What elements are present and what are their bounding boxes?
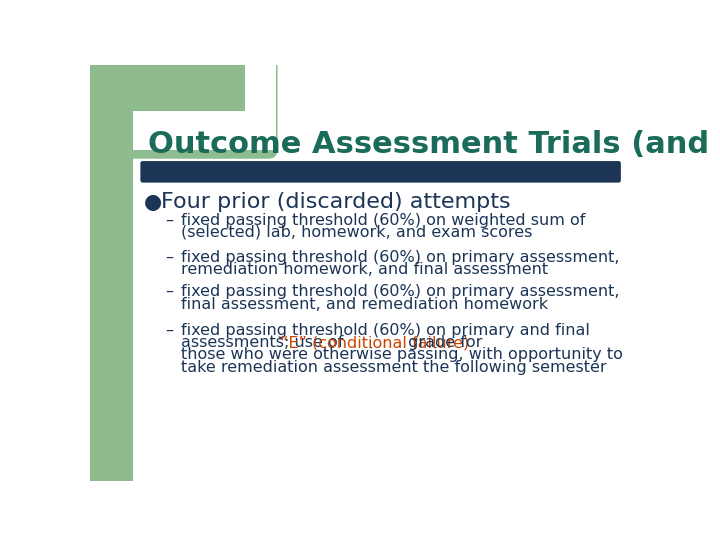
- Text: fixed passing threshold (60%) on weighted sum of: fixed passing threshold (60%) on weighte…: [181, 213, 586, 228]
- Text: fixed passing threshold (60%) on primary assessment,: fixed passing threshold (60%) on primary…: [181, 249, 620, 265]
- Bar: [132, 111, 276, 150]
- Text: final assessment, and remediation homework: final assessment, and remediation homewo…: [181, 296, 549, 312]
- Text: –: –: [165, 284, 174, 299]
- Text: grade for: grade for: [403, 335, 482, 350]
- Text: assessments; use of: assessments; use of: [181, 335, 349, 350]
- Text: those who were otherwise passing, with opportunity to: those who were otherwise passing, with o…: [181, 347, 624, 362]
- Text: Four prior (discarded) attempts: Four prior (discarded) attempts: [161, 192, 511, 212]
- Text: –: –: [165, 323, 174, 338]
- Text: take remediation assessment the following semester: take remediation assessment the followin…: [181, 360, 607, 375]
- Bar: [90, 65, 132, 481]
- Text: fixed passing threshold (60%) on primary assessment,: fixed passing threshold (60%) on primary…: [181, 284, 620, 299]
- Text: “E” (conditional failure): “E” (conditional failure): [280, 335, 469, 350]
- Text: Outcome Assessment Trials (and Errors): Outcome Assessment Trials (and Errors): [148, 130, 720, 159]
- FancyBboxPatch shape: [140, 161, 621, 183]
- Text: –: –: [165, 249, 174, 265]
- Text: fixed passing threshold (60%) on primary and final: fixed passing threshold (60%) on primary…: [181, 323, 590, 338]
- Text: remediation homework, and final assessment: remediation homework, and final assessme…: [181, 262, 549, 277]
- FancyBboxPatch shape: [81, 52, 277, 159]
- Text: ●: ●: [144, 192, 163, 212]
- Text: –: –: [165, 213, 174, 228]
- Bar: [132, 57, 276, 142]
- FancyBboxPatch shape: [81, 52, 277, 159]
- Text: (selected) lab, homework, and exam scores: (selected) lab, homework, and exam score…: [181, 225, 533, 240]
- Bar: [245, 61, 276, 150]
